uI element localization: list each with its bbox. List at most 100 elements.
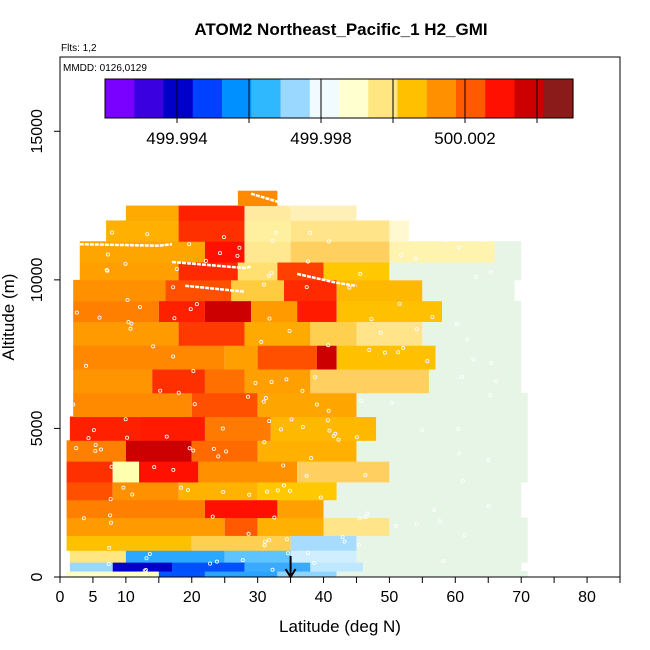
track-point <box>220 426 225 431</box>
colorbar-segment <box>192 79 223 118</box>
track-point <box>172 316 177 321</box>
heatmap-cell <box>284 279 337 302</box>
track-point <box>246 531 251 536</box>
track-point <box>151 344 156 349</box>
track-point <box>284 537 289 542</box>
heatmap-cell <box>310 562 364 572</box>
heatmap-cell <box>257 517 324 536</box>
track-point <box>284 377 289 382</box>
colorbar-segment <box>456 79 486 118</box>
track-point <box>275 488 280 493</box>
track-point <box>266 273 271 278</box>
track-point <box>389 400 394 405</box>
track-point <box>369 317 374 322</box>
track-point <box>267 316 272 321</box>
track-point <box>152 465 157 470</box>
track-point <box>240 558 245 563</box>
heatmap-cell <box>69 416 140 441</box>
heatmap-cell <box>494 241 522 263</box>
heatmap-cell <box>244 241 291 263</box>
heatmap-cell <box>297 300 337 322</box>
heatmap-cell <box>336 300 443 322</box>
track-point <box>144 556 149 561</box>
heatmap-cell <box>389 262 522 281</box>
track-point <box>430 315 435 320</box>
track-point <box>325 418 330 423</box>
track-point <box>108 497 113 502</box>
heatmap-cell <box>244 220 291 242</box>
track-point <box>488 393 493 398</box>
heatmap-cell <box>244 205 291 221</box>
track-point <box>143 568 148 573</box>
track-point <box>129 321 134 326</box>
track-point <box>336 437 341 442</box>
heatmap-cell <box>244 562 311 572</box>
track-line <box>171 260 252 270</box>
y-tick-label: 0 <box>29 572 46 581</box>
track-point <box>494 379 499 384</box>
colorbar-tick-label: 500.002 <box>434 129 495 148</box>
track-point <box>171 467 176 472</box>
track-point <box>272 515 277 520</box>
heatmap-cell <box>73 321 179 346</box>
heatmap-cell <box>224 345 258 370</box>
flights-label: Flts: 1,2 <box>61 43 97 54</box>
heatmap-cell <box>198 461 298 483</box>
track-point <box>326 408 331 413</box>
heatmap-cell <box>376 416 528 441</box>
chart-title: ATOM2 Northeast_Pacific_1 H2_GMI <box>194 20 487 39</box>
track-point <box>221 235 226 240</box>
track-point <box>363 515 368 520</box>
track-point <box>281 463 286 468</box>
track-point <box>486 458 491 463</box>
track-point <box>274 230 279 235</box>
track-point <box>460 478 465 483</box>
track-point <box>308 230 313 235</box>
heatmap-cell <box>422 279 515 302</box>
heatmap-cell <box>316 345 337 370</box>
heatmap-cell <box>204 571 278 577</box>
track-point <box>264 489 269 494</box>
heatmap-cell <box>66 571 159 577</box>
heatmap-cell <box>277 262 324 281</box>
heatmap-cell <box>356 550 528 563</box>
heatmap-cell <box>310 369 429 394</box>
track-point <box>237 245 242 250</box>
heatmap-cell <box>389 517 528 536</box>
track-point <box>479 237 484 242</box>
heatmap-cell <box>257 392 357 418</box>
track-point <box>235 253 240 258</box>
track-point <box>97 315 102 320</box>
track-point <box>287 328 292 333</box>
track-point <box>123 261 128 266</box>
track-point <box>444 238 449 243</box>
track-point <box>474 275 479 280</box>
track-point <box>454 322 459 327</box>
track-point <box>340 535 345 540</box>
heatmap-cell <box>231 279 284 302</box>
track-point <box>318 495 323 500</box>
track-point <box>267 418 272 423</box>
track-point <box>261 282 266 287</box>
track-point <box>110 230 115 235</box>
heatmap-cell <box>112 481 179 501</box>
heatmap-cell <box>237 190 278 207</box>
track-point <box>398 253 403 258</box>
colorbar-segment <box>251 79 282 118</box>
track-point <box>269 379 274 384</box>
track-point <box>104 267 109 272</box>
colorbar-tick-label: 499.998 <box>290 129 351 148</box>
heatmap-cell <box>336 345 436 370</box>
colorbar-segment <box>368 79 399 118</box>
track-point <box>224 449 229 454</box>
heatmap-cell <box>112 461 140 483</box>
heatmap-cell <box>224 550 291 563</box>
track-point <box>306 551 311 556</box>
heatmap-cell <box>178 205 245 221</box>
track-point <box>253 381 258 386</box>
track-point <box>396 350 401 355</box>
colorbar-segment <box>397 79 428 118</box>
track-point <box>123 417 128 422</box>
track-point <box>145 232 150 237</box>
track-point <box>126 320 131 325</box>
